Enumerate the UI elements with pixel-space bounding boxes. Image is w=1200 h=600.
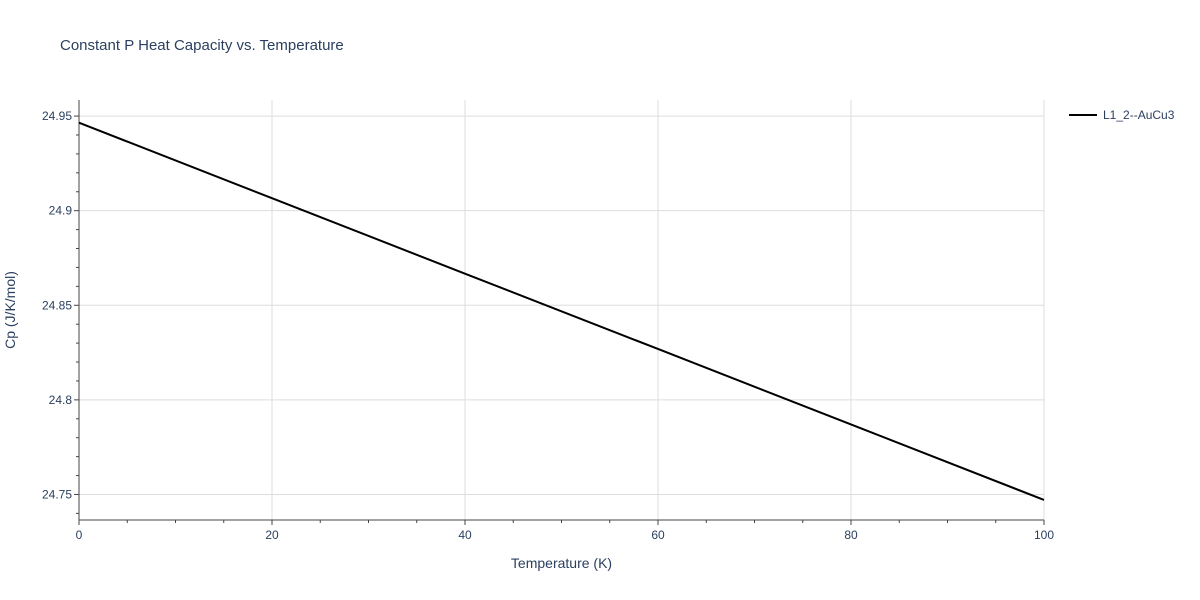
y-axis-title: Cp (J/K/mol) bbox=[2, 271, 18, 349]
x-tick-label: 40 bbox=[458, 528, 472, 542]
legend: L1_2--AuCu3 bbox=[1069, 108, 1175, 122]
plot-area: 0 20 40 60 80 100 24.75 24.8 24.85 24.9 24.95 bbox=[42, 100, 1054, 542]
x-tick-label: 0 bbox=[76, 528, 83, 542]
x-axis-title: Temperature (K) bbox=[511, 555, 612, 571]
y-tick-label: 24.95 bbox=[42, 109, 72, 123]
y-tick-label: 24.85 bbox=[42, 298, 72, 312]
series-line bbox=[78, 121, 1045, 501]
legend-label: L1_2--AuCu3 bbox=[1103, 108, 1175, 122]
x-tick-label: 80 bbox=[844, 528, 858, 542]
y-tick-label: 24.8 bbox=[49, 393, 73, 407]
y-tick-label: 24.75 bbox=[42, 487, 72, 501]
x-tick-label: 20 bbox=[265, 528, 279, 542]
y-tick-label: 24.9 bbox=[49, 204, 73, 218]
x-tick-label: 60 bbox=[651, 528, 665, 542]
x-tick-label: 100 bbox=[1034, 528, 1054, 542]
chart-title: Constant P Heat Capacity vs. Temperature bbox=[60, 37, 344, 54]
